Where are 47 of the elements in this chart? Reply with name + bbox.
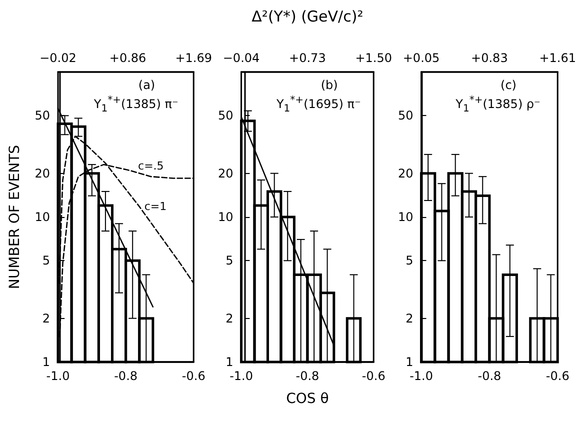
annotation: (b): [320, 78, 339, 92]
y-tick-label: 1: [226, 355, 234, 369]
y-tick-label: 50: [218, 108, 234, 123]
x-axis-title: COS θ: [286, 391, 329, 407]
y-tick-label: 2: [226, 311, 234, 326]
y-tick-label: 20: [34, 166, 50, 180]
x2-tick-label: +1.69: [175, 51, 212, 65]
x-tick-label: -0.6: [362, 369, 386, 383]
annotation: Y$_{1}$$^{*+}$(1385) ρ⁻: [454, 94, 542, 116]
y-tick-label: 1: [42, 355, 50, 369]
x2-tick-label: +0.05: [402, 51, 440, 65]
x2-tick-label: +0.73: [289, 51, 326, 65]
x2-tick-label: −0.04: [222, 51, 260, 65]
x-tick-label: -0.6: [182, 369, 206, 383]
y-tick-label: 1: [406, 355, 414, 369]
x-tick-label: -1.0: [410, 369, 433, 383]
y-axis-title: NUMBER OF EVENTS: [7, 144, 23, 290]
y-tick-label: 10: [218, 210, 234, 224]
y-tick-label: 10: [34, 210, 50, 224]
x2-tick-label: +1.50: [355, 51, 392, 65]
x2-tick-label: +0.83: [471, 51, 508, 65]
x-tick-label: -1.0: [46, 369, 70, 383]
series-label: c=.5: [138, 160, 164, 173]
y-tick-label: 5: [226, 254, 234, 268]
y-tick-label: 2: [42, 311, 50, 326]
y-tick-label: 2: [406, 311, 414, 326]
annotation: (c): [500, 78, 518, 92]
annotation: Y$_{1}$$^{*+}$(1385) π⁻: [92, 94, 180, 116]
y-tick-label: 10: [398, 210, 414, 224]
y-tick-label: 50: [34, 108, 50, 123]
x-tick-label: -0.6: [546, 369, 570, 383]
y-tick-label: 20: [398, 166, 414, 180]
y-tick-label: 20: [218, 166, 234, 180]
x2-tick-label: +1.61: [539, 51, 576, 65]
annotation: (a): [137, 78, 156, 92]
x2-axis-title: Δ²(Y*) (GeV/c)²: [252, 8, 364, 26]
series-label: c=1: [144, 200, 167, 214]
x2-tick-label: −0.02: [40, 51, 76, 65]
x-tick-label: -0.8: [114, 369, 138, 383]
y-tick-label: 50: [398, 108, 414, 123]
y-tick-label: 5: [42, 254, 50, 268]
x2-tick-label: +0.86: [109, 51, 146, 65]
annotation: Y$_{1}$$^{*+}$(1695) π⁻: [275, 94, 362, 116]
x-tick-label: -0.8: [478, 369, 502, 383]
x-tick-label: -1.0: [230, 369, 253, 383]
y-tick-label: 5: [406, 254, 414, 268]
x-tick-label: -0.8: [296, 369, 320, 383]
